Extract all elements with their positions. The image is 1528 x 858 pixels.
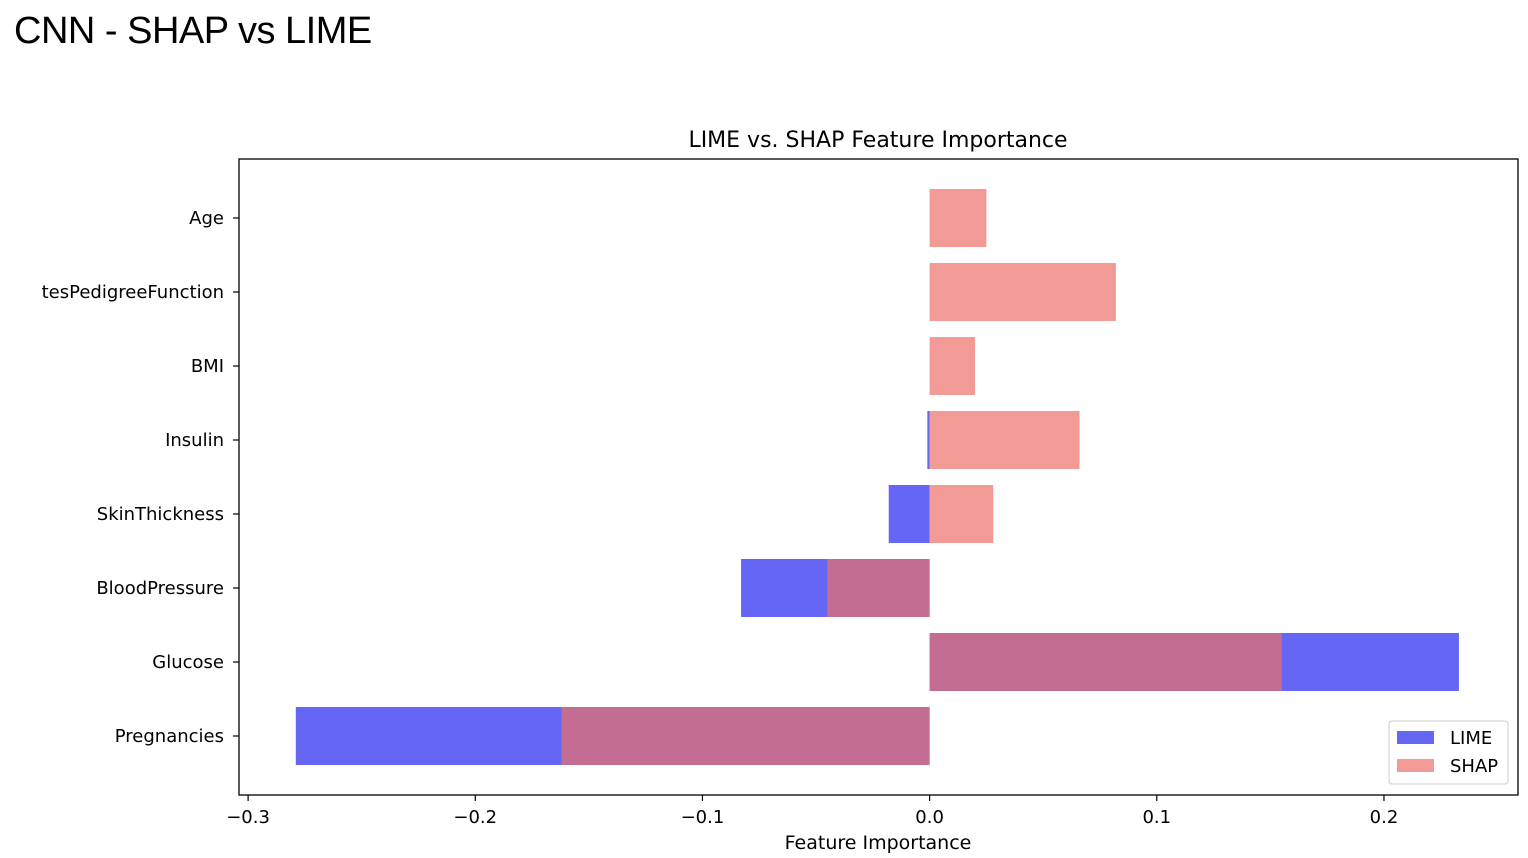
y-tick-label: Glucose [152,652,224,673]
x-tick-label: 0.0 [915,807,944,828]
bar-shap-pregnancies [561,707,930,765]
bar-shap-bloodpressure [827,559,930,617]
bars-group [295,189,1459,765]
legend: LIME SHAP [1388,720,1509,785]
x-axis-ticks: −0.3 −0.2 −0.1 0.0 0.1 0.2 [226,795,1398,828]
legend-label-lime: LIME [1450,728,1492,749]
bar-lime-insulin [927,411,930,469]
chart-title: LIME vs. SHAP Feature Importance [688,128,1067,153]
x-tick-label: −0.1 [681,807,725,828]
y-tick-label: Age [189,208,224,229]
legend-label-shap: SHAP [1450,756,1498,777]
slide-title: CNN - SHAP vs LIME [14,10,372,52]
y-tick-label: Pregnancies [115,726,224,747]
x-tick-label: 0.2 [1370,807,1399,828]
bar-shap-age [929,189,987,247]
bar-shap-glucose [929,633,1282,691]
y-tick-label: Insulin [165,430,224,451]
y-tick-label: SkinThickness [97,504,224,525]
legend-swatch-shap [1397,759,1434,772]
plot-frame [238,158,1519,796]
bar-shap-insulin [929,411,1080,469]
bar-shap-tespedigreefunction [929,263,1116,321]
x-tick-label: −0.3 [226,807,270,828]
bar-shap-bmi [929,337,976,395]
x-tick-label: 0.1 [1142,807,1171,828]
x-axis-label: Feature Importance [785,832,972,854]
x-tick-label: −0.2 [453,807,497,828]
y-tick-label: BMI [191,356,224,377]
legend-swatch-lime [1397,731,1434,744]
bar-lime-skinthickness [888,485,930,543]
y-tick-label: tesPedigreeFunction [42,282,224,303]
bar-shap-skinthickness [929,485,994,543]
y-tick-label: BloodPressure [96,578,224,599]
y-axis-ticks: Pregnancies Glucose BloodPressure SkinThick… [42,208,239,747]
